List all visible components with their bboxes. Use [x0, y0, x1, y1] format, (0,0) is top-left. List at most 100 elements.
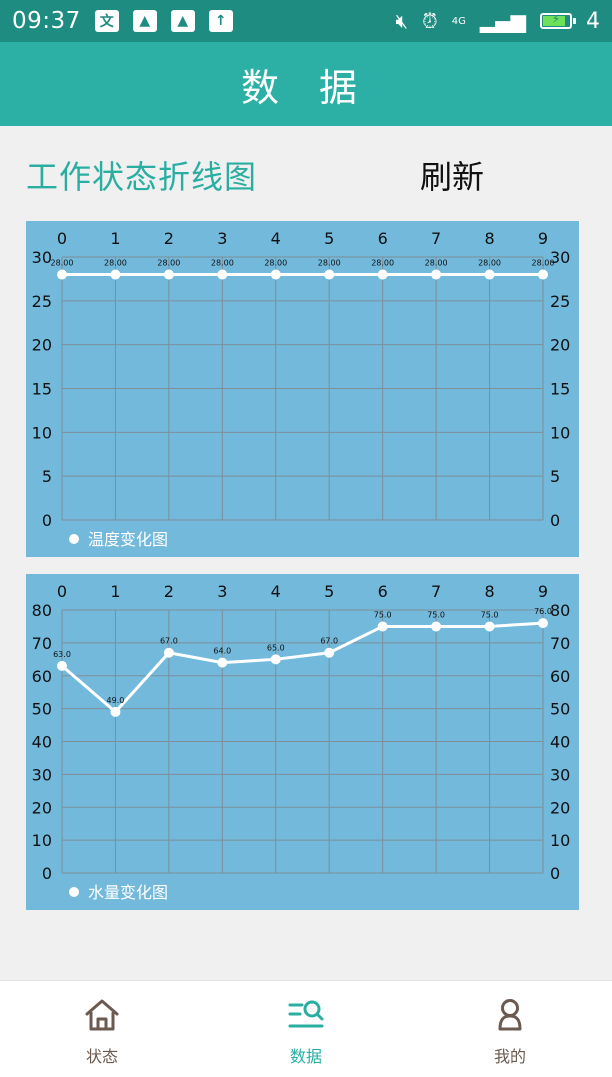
- data-label: 28.00: [157, 259, 180, 268]
- data-label: 65.0: [267, 643, 285, 652]
- status-bar-right: 🔇︎ ⏰︎ 4G ▂▄▆ ⚡︎ 4: [396, 9, 601, 34]
- y-tick-label-left: 10: [32, 831, 52, 850]
- x-tick-label: 7: [431, 229, 441, 248]
- data-label: 49.0: [107, 696, 125, 705]
- x-tick-label: 9: [538, 229, 548, 248]
- x-tick-label: 1: [110, 582, 120, 601]
- data-point: [484, 269, 495, 280]
- nav-label-data: 数据: [289, 1047, 322, 1066]
- legend-label: 水量变化图: [88, 883, 168, 902]
- y-tick-label-left: 15: [32, 380, 52, 399]
- y-tick-label-right: 0: [550, 864, 560, 883]
- data-point: [538, 269, 548, 280]
- nav-item-status[interactable]: 状态: [0, 981, 204, 1077]
- y-tick-label-left: 40: [32, 733, 52, 752]
- x-tick-label: 9: [538, 582, 548, 601]
- data-label: 28.00: [478, 259, 501, 268]
- x-tick-label: 4: [271, 582, 281, 601]
- x-tick-label: 4: [271, 229, 281, 248]
- legend-marker: [69, 534, 79, 544]
- nav-item-data[interactable]: 数据: [204, 981, 408, 1077]
- y-tick-label-left: 70: [32, 634, 52, 653]
- status-time: 09:37: [12, 8, 81, 34]
- data-point: [538, 618, 548, 629]
- water-chart-svg: 0 1 2 3 4 5 6 7 8 9 0 0 10 10 20 20 30 30 40 40 50 50 60 60 70 70…: [32, 582, 571, 902]
- data-point: [57, 660, 67, 671]
- x-tick-label: 5: [324, 582, 334, 601]
- x-tick-label: 0: [57, 229, 67, 248]
- legend-marker: [69, 887, 79, 897]
- water-chart: 0 1 2 3 4 5 6 7 8 9 0 0 10 10 20 20 30 30 40 40 50 50 60 60 70 70…: [26, 574, 579, 910]
- y-tick-label-right: 30: [550, 248, 570, 267]
- data-point: [110, 269, 121, 280]
- y-tick-label-left: 20: [32, 798, 52, 817]
- upload-icon: ↑: [208, 10, 233, 32]
- data-point: [431, 621, 442, 632]
- x-tick-label: 1: [110, 229, 120, 248]
- battery-icon: ⚡︎: [540, 12, 576, 29]
- charging-icon: ⚡︎: [551, 12, 561, 26]
- data-label: 28.00: [264, 259, 287, 268]
- bottom-nav: 状态 数据 我的: [0, 980, 612, 1077]
- status-bar-left: 09:37 文 ▲ ▲ ↑: [12, 8, 233, 34]
- y-tick-label-right: 10: [550, 423, 570, 442]
- y-tick-label-right: 70: [550, 634, 570, 653]
- data-label: 28.00: [371, 259, 394, 268]
- refresh-button[interactable]: 刷新: [420, 158, 485, 196]
- mute-icon: 🔇︎: [395, 9, 409, 33]
- data-point: [110, 706, 121, 717]
- data-point: [324, 269, 335, 280]
- nav-label-status: 状态: [85, 1047, 118, 1066]
- battery-fill: [543, 16, 566, 26]
- data-point: [217, 269, 228, 280]
- x-tick-label: 2: [164, 582, 174, 601]
- y-tick-label-right: 10: [550, 831, 570, 850]
- y-tick-label-left: 60: [32, 667, 52, 686]
- app-notification-icon: 文: [94, 10, 119, 32]
- page-title: 数 据: [240, 65, 372, 110]
- nav-item-mine[interactable]: 我的: [408, 981, 612, 1077]
- y-tick-label-right: 25: [550, 292, 570, 311]
- page-header: 数 据: [0, 42, 612, 126]
- data-point: [484, 621, 495, 632]
- data-label: 75.0: [481, 610, 499, 619]
- y-tick-label-left: 25: [32, 292, 52, 311]
- data-label: 63.0: [53, 650, 71, 659]
- section-title: 工作状态折线图: [26, 158, 258, 196]
- data-point: [270, 654, 281, 665]
- data-point: [57, 269, 67, 280]
- y-tick-label-left: 0: [42, 864, 52, 883]
- y-tick-label-right: 60: [550, 667, 570, 686]
- temperature-chart: 0 1 2 3 4 5 6 7 8 9 0 0 5 5 10 10 15 15 20 20 25 25 30 30 28.00 2…: [26, 221, 579, 557]
- data-point: [324, 647, 335, 658]
- x-tick-label: 0: [57, 582, 67, 601]
- alarm-icon: ⏰︎: [422, 9, 438, 33]
- bell-icon: ▲: [132, 10, 157, 32]
- y-tick-label-right: 20: [550, 798, 570, 817]
- y-tick-label-right: 20: [550, 336, 570, 355]
- y-tick-label-left: 80: [32, 601, 52, 620]
- x-tick-label: 2: [164, 229, 174, 248]
- y-tick-label-right: 80: [550, 601, 570, 620]
- data-label: 67.0: [320, 637, 338, 646]
- data-point: [163, 269, 174, 280]
- nav-label-mine: 我的: [493, 1047, 526, 1066]
- y-tick-label-left: 10: [32, 423, 52, 442]
- user-icon: [498, 999, 522, 1031]
- data-point: [377, 269, 388, 280]
- data-label: 28.00: [51, 259, 74, 268]
- data-point: [217, 657, 228, 668]
- x-tick-label: 6: [378, 582, 388, 601]
- y-tick-label-right: 30: [550, 765, 570, 784]
- y-tick-label-left: 30: [32, 248, 52, 267]
- data-label: 64.0: [213, 647, 231, 656]
- data-point: [270, 269, 281, 280]
- home-icon: [85, 999, 119, 1031]
- data-label: 75.0: [374, 610, 392, 619]
- network-type: 4G: [451, 15, 466, 27]
- status-number: 4: [586, 8, 600, 34]
- data-label: 28.00: [318, 259, 341, 268]
- y-tick-label-right: 50: [550, 700, 570, 719]
- x-tick-label: 3: [217, 582, 227, 601]
